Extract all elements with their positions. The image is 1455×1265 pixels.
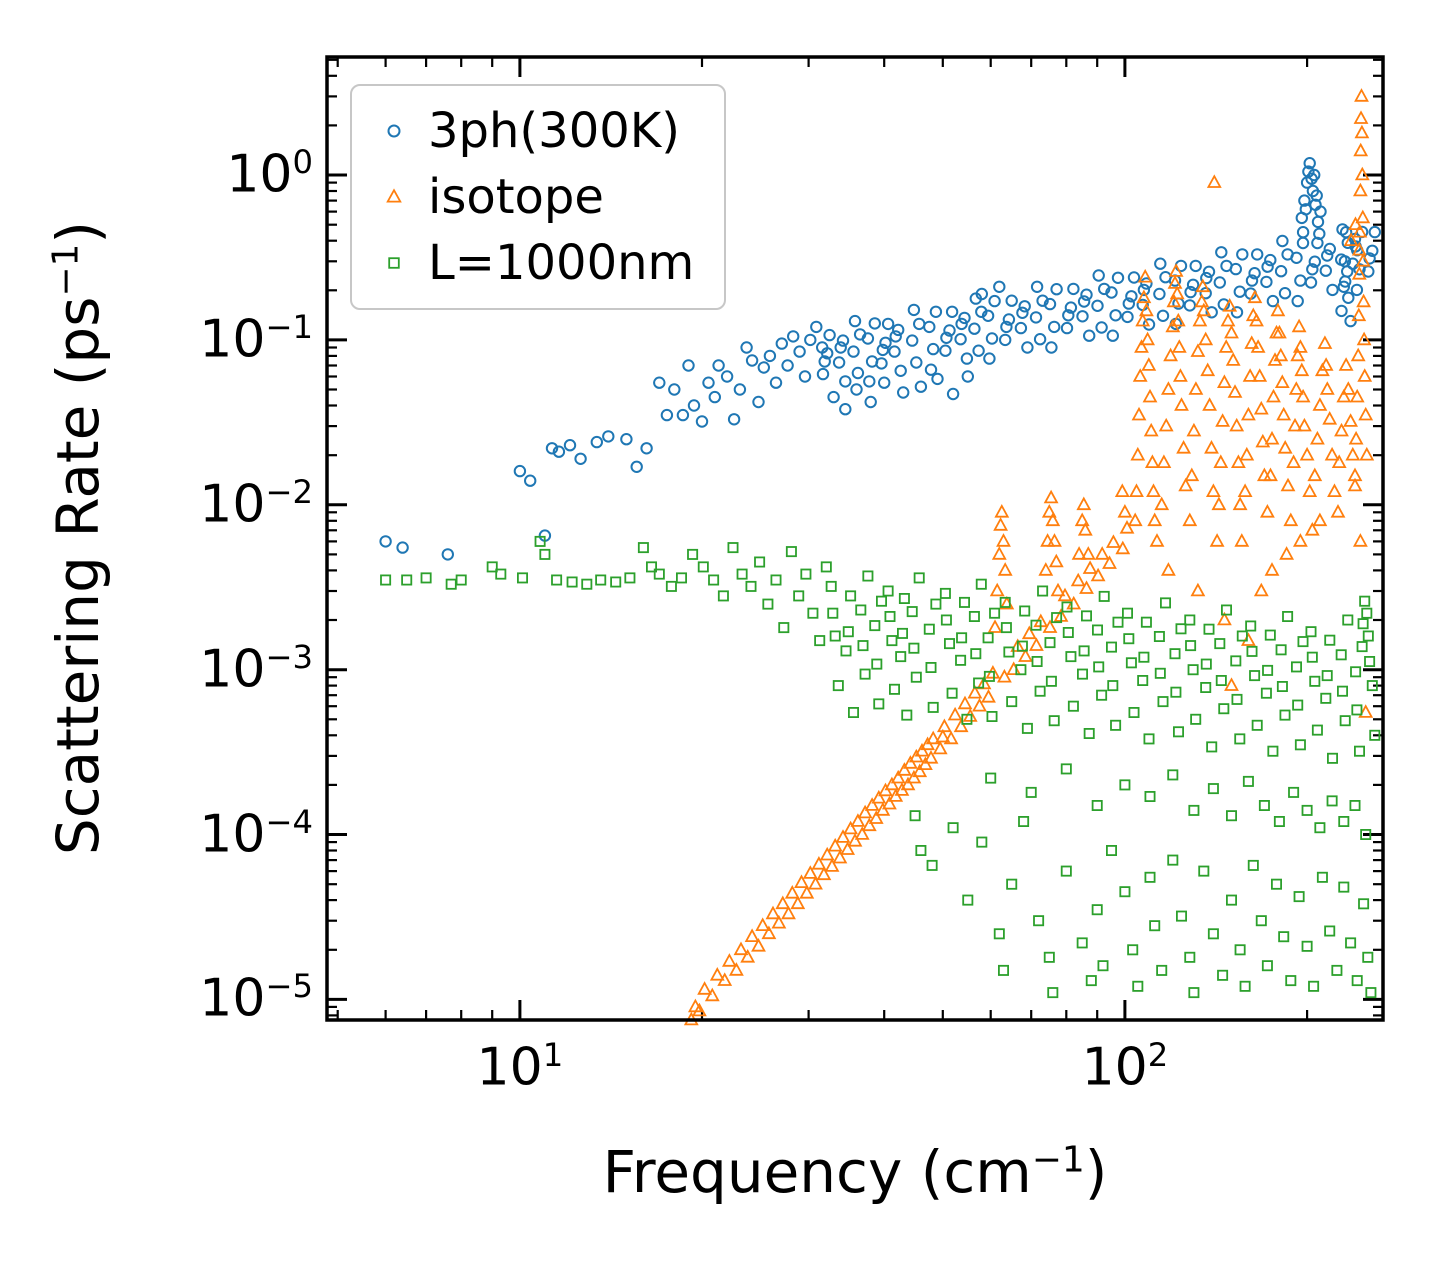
y-tick-label: 10−3 — [199, 637, 313, 699]
y-axis-label: Scattering Rate (ps−1) — [44, 221, 112, 855]
legend: 3ph(300K) isotope L=1000nm — [350, 84, 727, 310]
legend-item-isotope: isotope — [366, 164, 694, 230]
x-axis-label-close: ) — [1084, 1138, 1108, 1206]
y-axis-label-text: Scattering Rate (ps — [44, 296, 112, 856]
y-axis-label-sup: −1 — [45, 243, 87, 297]
legend-label-isotope: isotope — [428, 169, 604, 225]
x-tick-label: 101 — [476, 1036, 564, 1098]
y-tick-label: 100 — [226, 143, 313, 205]
x-axis-label-text: Frequency (cm — [602, 1138, 1032, 1206]
x-tick-label: 102 — [1081, 1036, 1169, 1098]
y-tick-label: 10−5 — [199, 967, 313, 1029]
y-tick-label: 10−1 — [199, 307, 313, 370]
circle-marker-icon — [387, 124, 401, 138]
y-axis-label-close: ) — [44, 220, 112, 244]
legend-label-boundary: L=1000nm — [428, 235, 695, 291]
x-axis-label: Frequency (cm−1) — [603, 1138, 1108, 1206]
x-axis-label-sup: −1 — [1031, 1139, 1085, 1181]
legend-item-boundary: L=1000nm — [366, 230, 694, 296]
square-marker-icon — [388, 257, 400, 269]
y-tick-label: 10−2 — [199, 472, 313, 535]
triangle-marker-icon — [386, 188, 402, 203]
legend-item-3ph: 3ph(300K) — [366, 98, 694, 164]
legend-label-3ph: 3ph(300K) — [428, 103, 680, 159]
y-tick-label: 10−4 — [199, 802, 313, 864]
